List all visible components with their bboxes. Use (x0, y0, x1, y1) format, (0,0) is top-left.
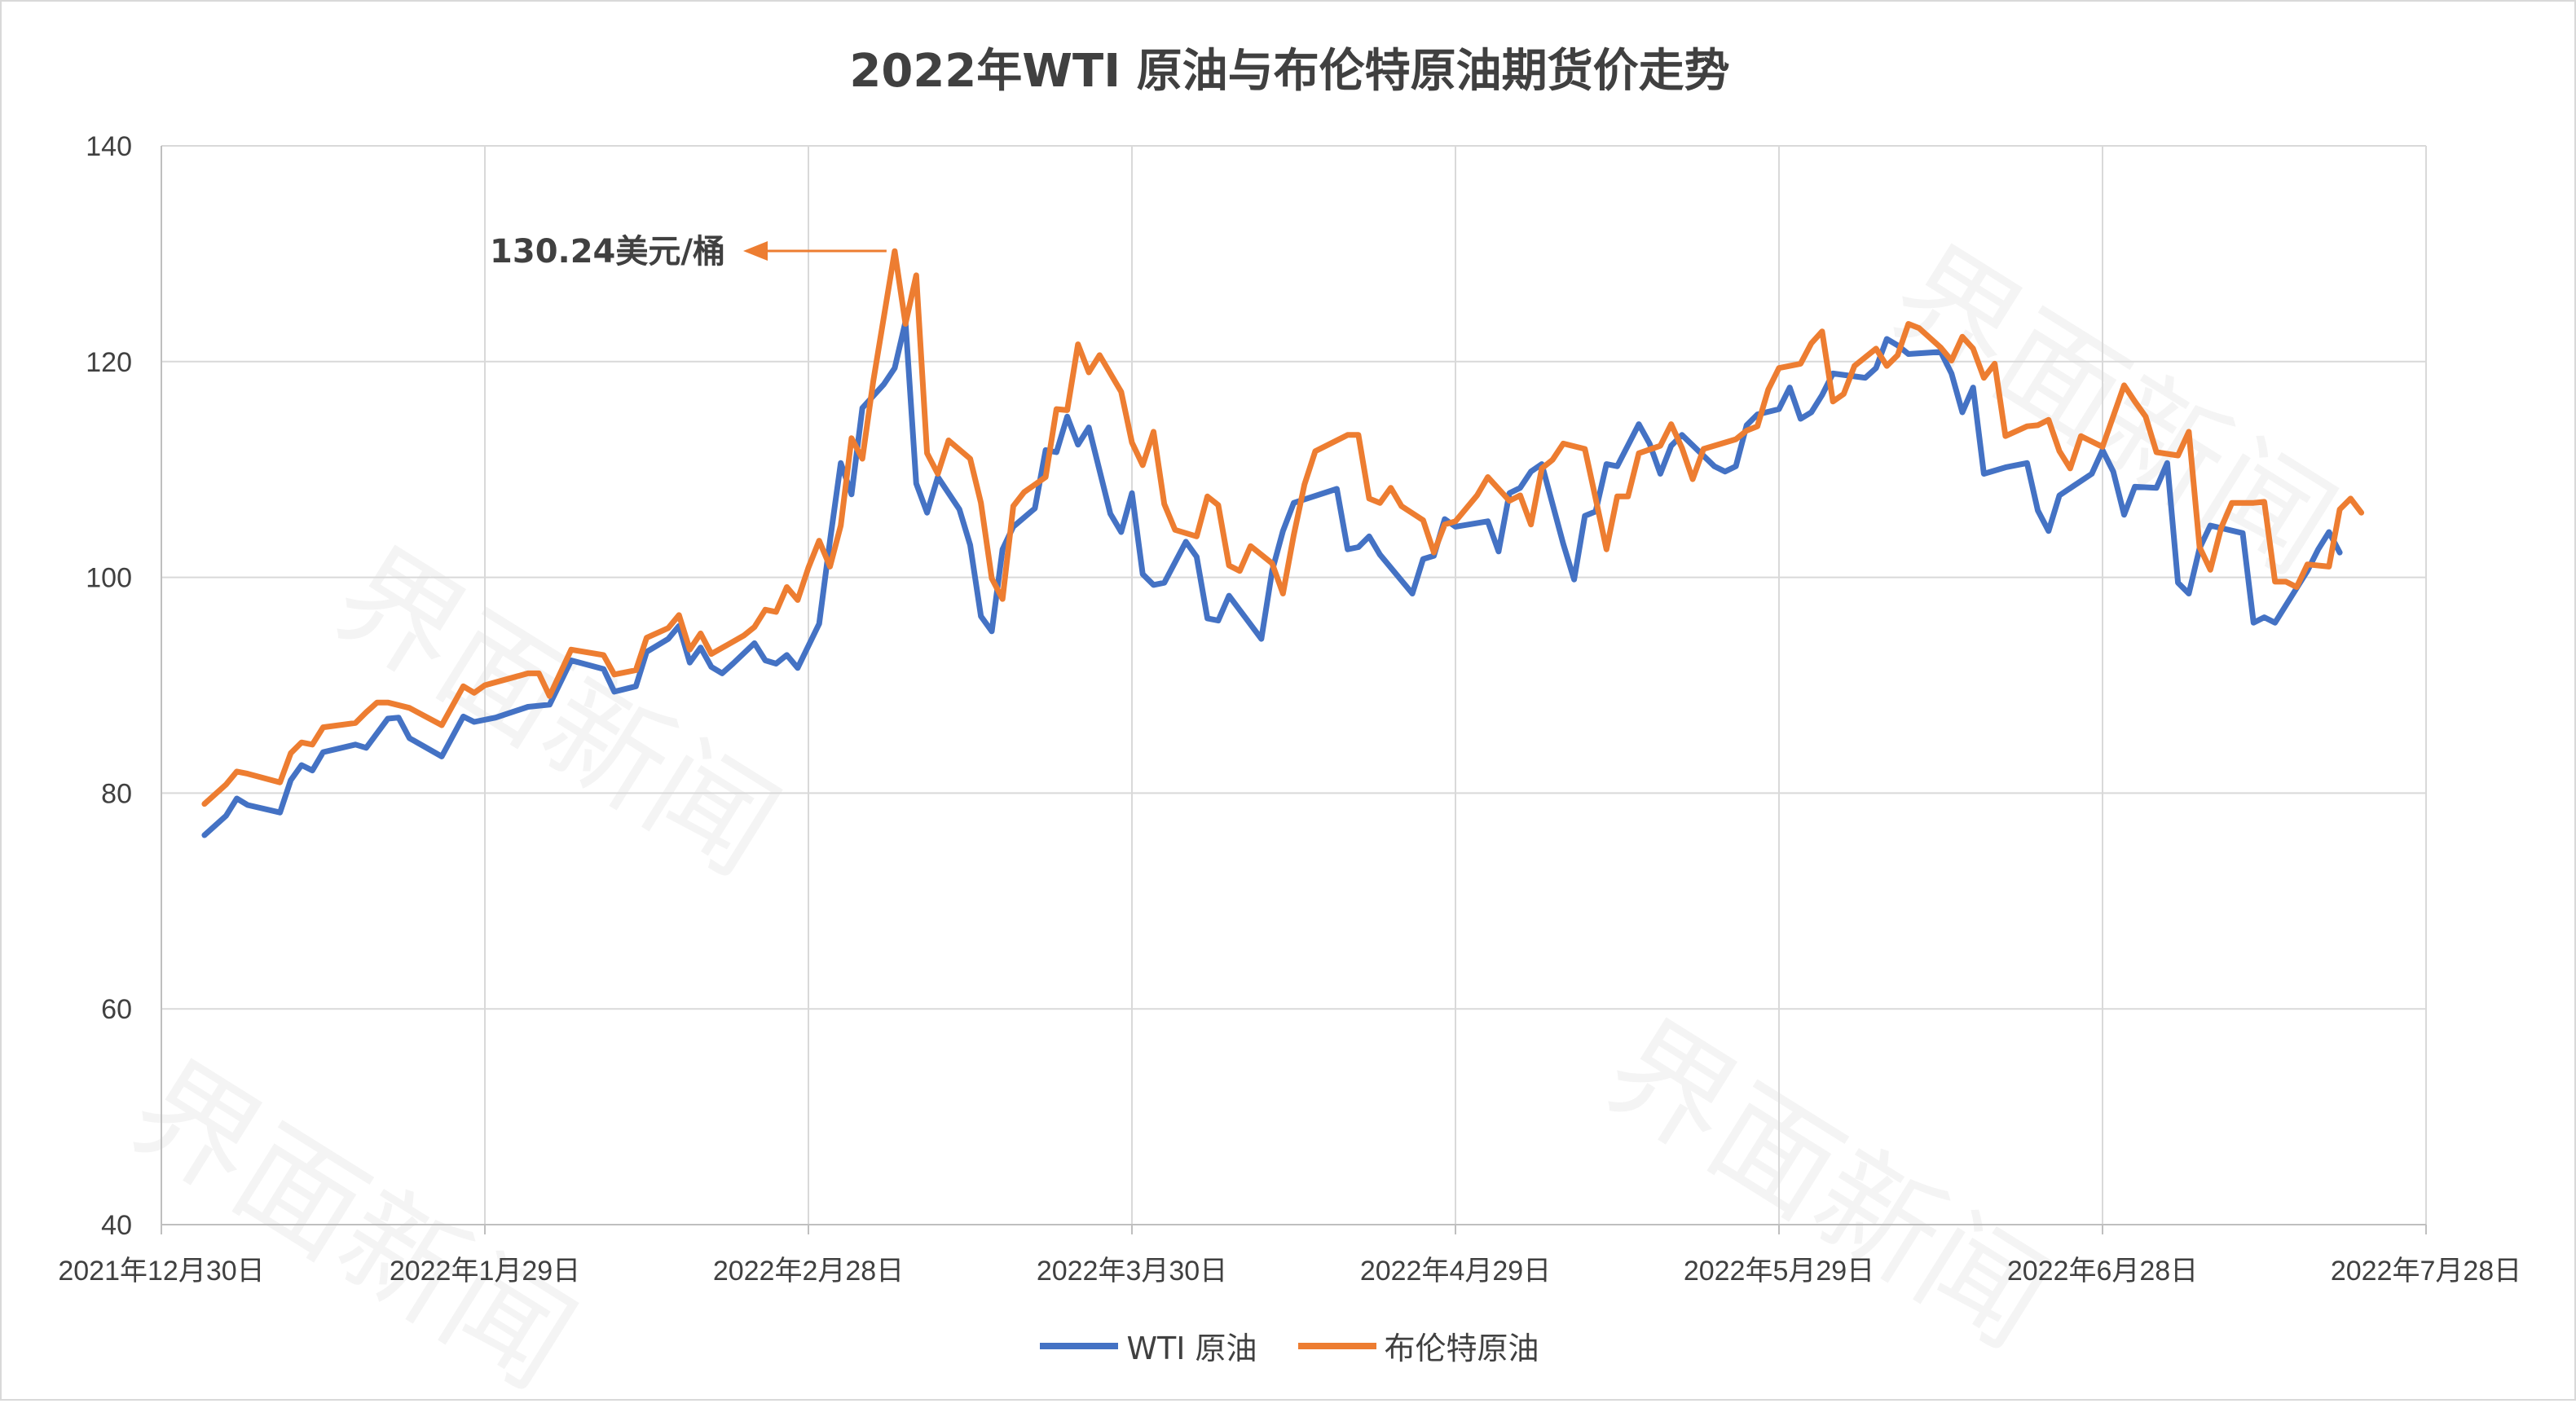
y-tick-label: 60 (101, 994, 132, 1025)
x-tick-label: 2021年12月30日 (58, 1256, 264, 1287)
y-tick-label: 140 (86, 131, 132, 162)
annotation-arrowhead (743, 241, 768, 261)
series-line-0 (205, 322, 2340, 835)
x-tick-label: 2022年6月28日 (2007, 1256, 2198, 1287)
legend-swatch-brent (1298, 1343, 1376, 1349)
annotation-label: 130.24美元/桶 (490, 233, 725, 271)
legend: WTI 原油 布伦特原油 (2, 1323, 2576, 1368)
legend-item-brent: 布伦特原油 (1298, 1323, 1539, 1368)
x-tick-label: 2022年1月29日 (390, 1256, 580, 1287)
x-tick-label: 2022年5月29日 (1684, 1256, 1874, 1287)
x-tick-label: 2022年3月30日 (1037, 1256, 1227, 1287)
legend-label-brent: 布伦特原油 (1385, 1323, 1539, 1368)
x-tick-label: 2022年7月28日 (2331, 1256, 2521, 1287)
legend-swatch-wti (1040, 1343, 1118, 1349)
y-tick-label: 100 (86, 563, 132, 594)
y-tick-label: 120 (86, 347, 132, 378)
legend-label-wti: WTI 原油 (1126, 1323, 1257, 1368)
y-tick-label: 80 (101, 778, 132, 809)
x-tick-label: 2022年4月29日 (1360, 1256, 1551, 1287)
y-tick-label: 40 (101, 1210, 132, 1241)
legend-item-wti: WTI 原油 (1040, 1323, 1257, 1368)
x-tick-label: 2022年2月28日 (713, 1256, 904, 1287)
